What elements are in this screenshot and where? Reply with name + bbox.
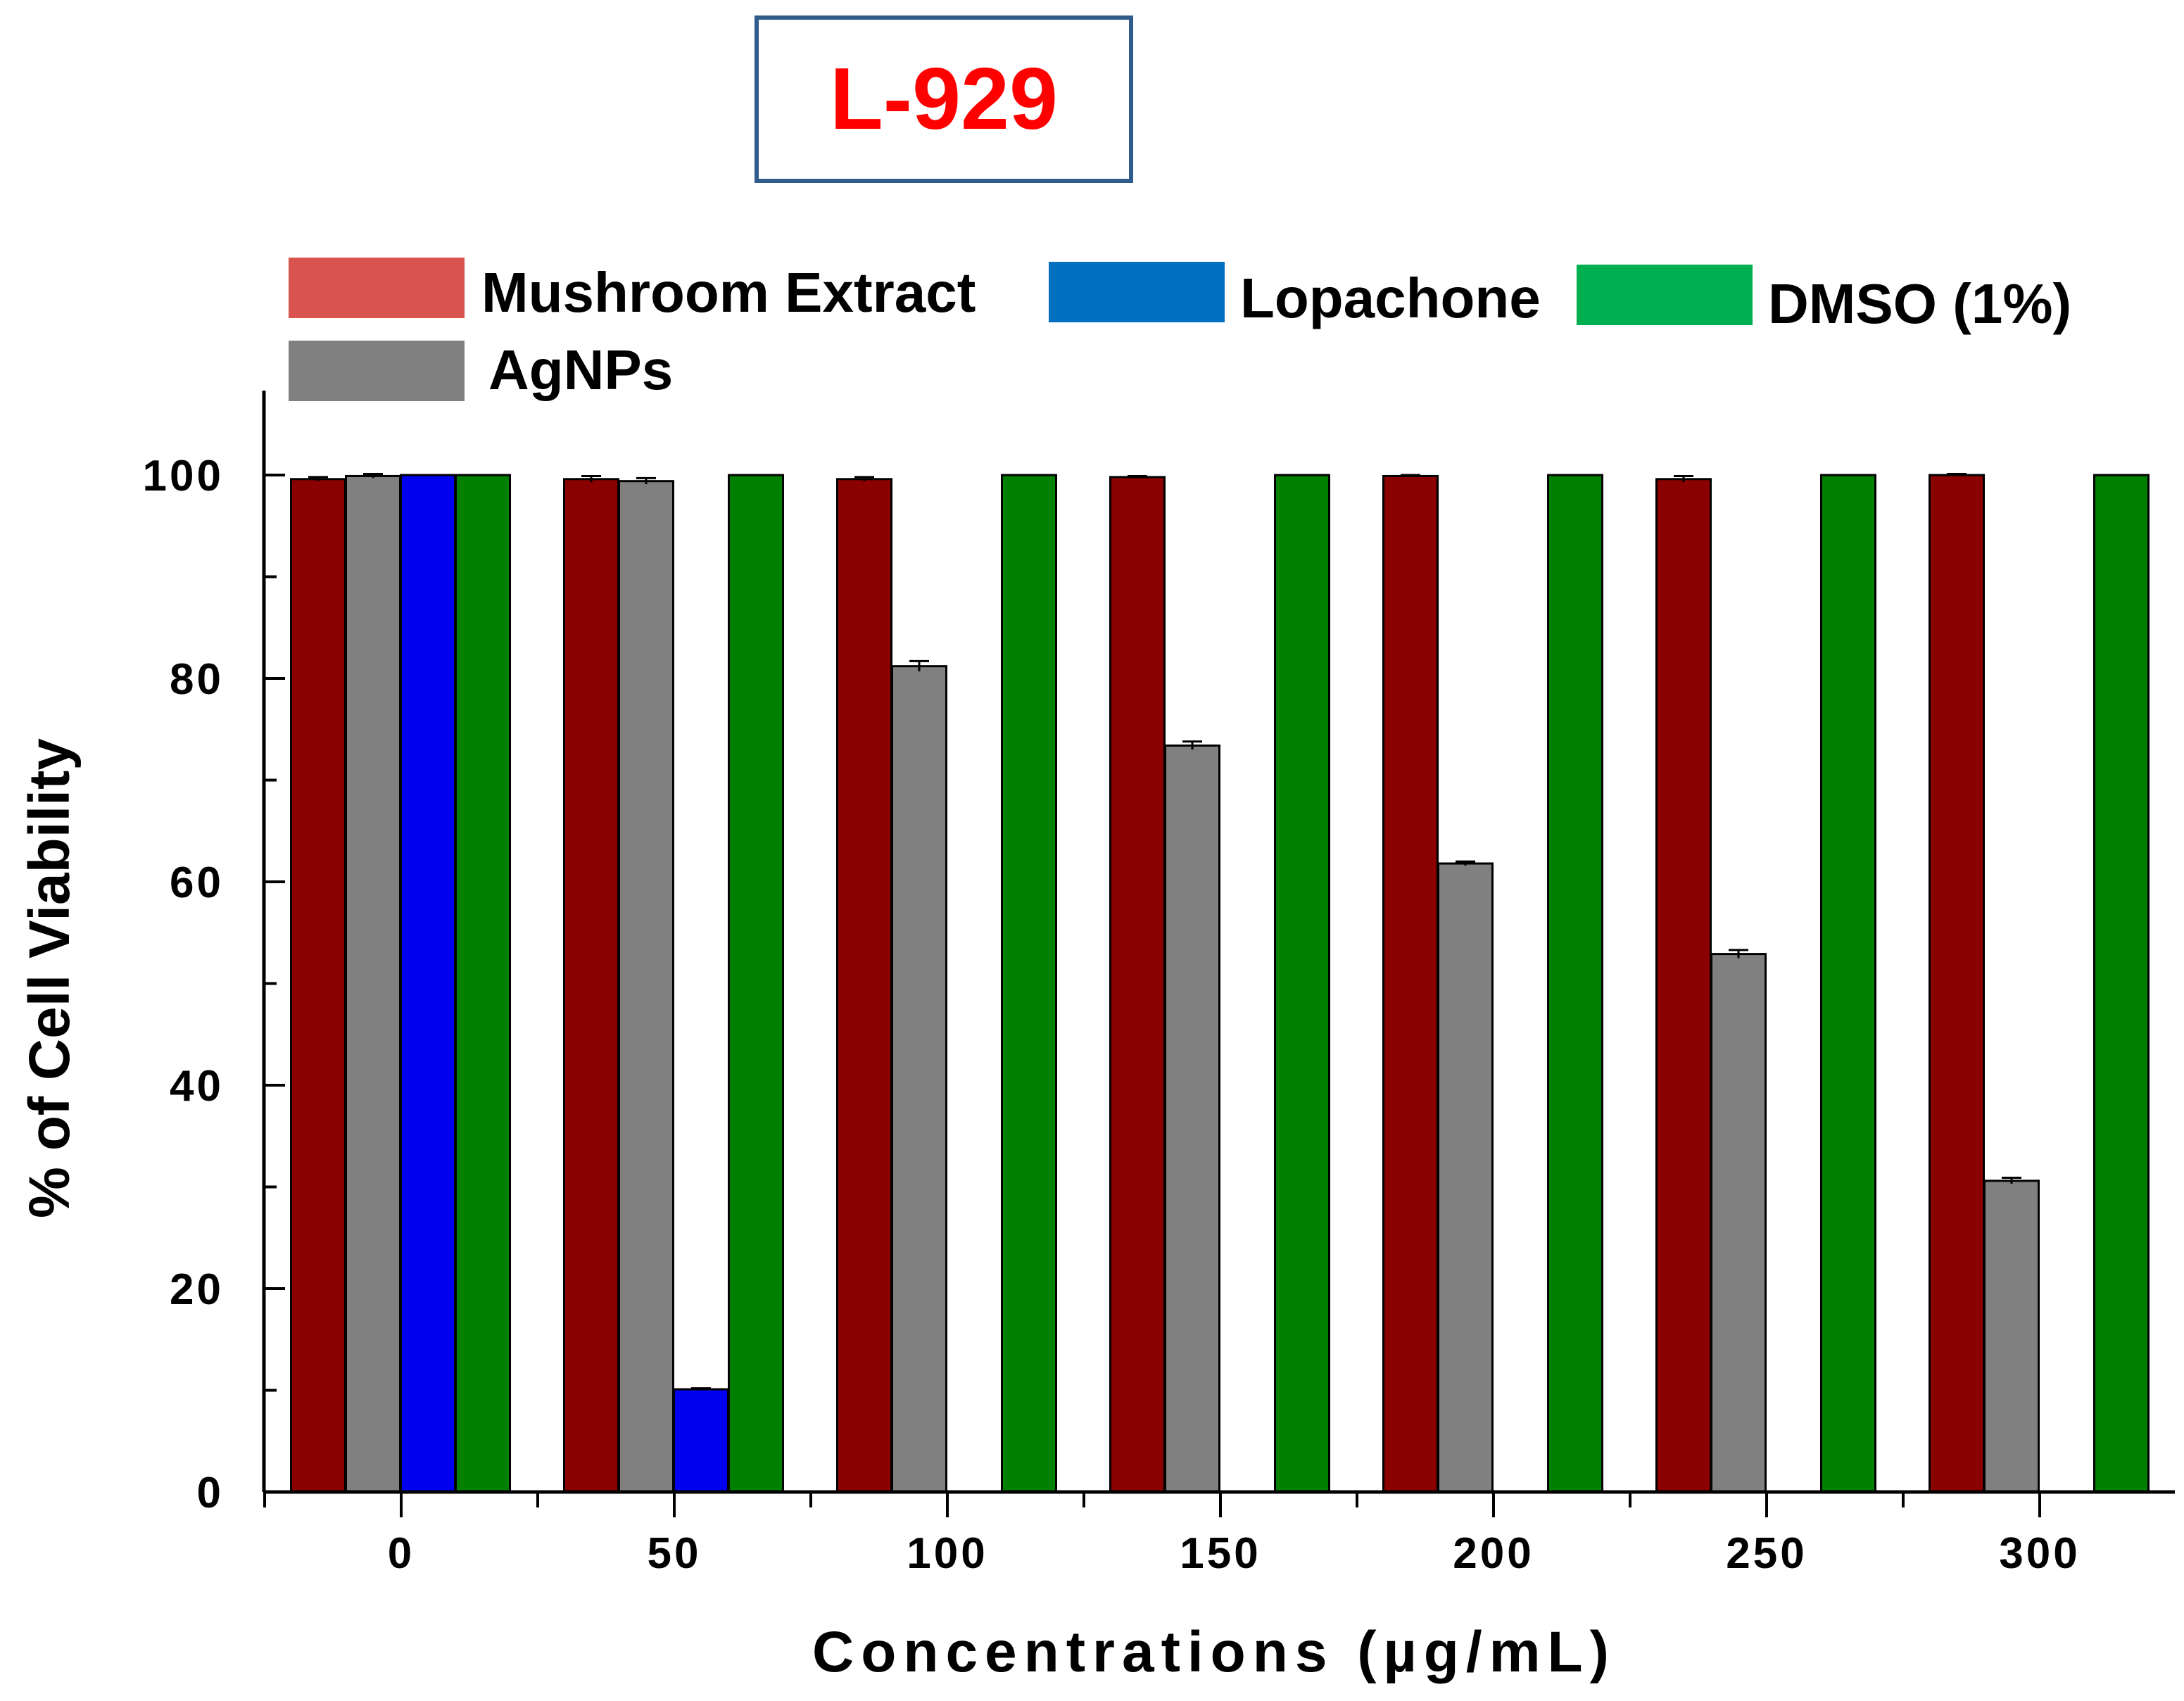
bar-dmso-200 <box>1547 474 1603 1493</box>
error-bar-agnps-200 <box>1456 860 1475 866</box>
bar-mushroom-extract-150 <box>1109 476 1166 1493</box>
error-bar-mushroom-extract-50 <box>581 474 601 483</box>
x-tick-label: 150 <box>1180 1529 1261 1578</box>
x-tick-label: 300 <box>1999 1529 2080 1578</box>
y-ticks: 0 20 40 60 80 100 <box>143 452 285 1517</box>
error-bar-agnps-100 <box>909 659 929 671</box>
error-bar-mushroom-extract-100 <box>854 476 874 481</box>
bar-agnps-300 <box>1983 1180 2040 1493</box>
bar-agnps-100 <box>891 665 947 1493</box>
legend-swatch-dmso <box>1577 265 1753 325</box>
legend-label-lopachone: Lopachone <box>1240 267 1541 329</box>
bar-dmso-50 <box>728 474 784 1493</box>
x-axis-title: Concentrations (µg/mL) <box>812 1620 1616 1684</box>
error-bar-agnps-150 <box>1182 740 1202 750</box>
x-tick-label: 200 <box>1453 1529 1534 1578</box>
legend-label-dmso: DMSO (1%) <box>1768 272 2072 335</box>
error-bar-agnps-250 <box>1729 949 1748 959</box>
bar-dmso-100 <box>1001 474 1057 1493</box>
bar-mushroom-extract-100 <box>836 478 892 1493</box>
legend-swatch-agnps <box>289 341 465 401</box>
legend-swatch-mushroom-extract <box>289 258 465 318</box>
bar-agnps-250 <box>1710 953 1767 1493</box>
bar-agnps-50 <box>618 480 674 1493</box>
y-tick-label: 80 <box>170 655 224 704</box>
y-tick-label: 40 <box>170 1062 224 1111</box>
error-bar-agnps-300 <box>2002 1176 2021 1184</box>
bars-layer <box>290 473 2150 1493</box>
bar-mushroom-extract-50 <box>563 478 619 1493</box>
y-tick-label: 100 <box>143 452 224 500</box>
bar-mushroom-extract-300 <box>1929 474 1985 1493</box>
bar-agnps-200 <box>1437 862 1494 1493</box>
chart-title: L-929 <box>830 51 1058 148</box>
bar-lopachone-0 <box>400 474 456 1493</box>
bar-dmso-0 <box>455 474 511 1493</box>
error-bar-mushroom-extract-150 <box>1128 474 1147 479</box>
bar-agnps-0 <box>345 474 401 1493</box>
x-tick-label: 100 <box>907 1529 987 1578</box>
bar-mushroom-extract-0 <box>290 478 346 1493</box>
x-tick-label: 0 <box>388 1529 415 1578</box>
error-bar-mushroom-extract-0 <box>308 476 328 481</box>
error-bar-mushroom-extract-250 <box>1674 474 1693 483</box>
legend-label-mushroom-extract: Mushroom Extract <box>481 261 976 324</box>
bar-agnps-150 <box>1164 744 1220 1493</box>
error-bar-mushroom-extract-200 <box>1401 474 1420 477</box>
y-axis-title: % of Cell Viability <box>18 738 82 1218</box>
bar-dmso-150 <box>1274 474 1330 1493</box>
bar-lopachone-50 <box>673 1388 729 1493</box>
y-tick-label: 0 <box>197 1469 224 1517</box>
x-tick-label: 250 <box>1726 1529 1807 1578</box>
bar-dmso-300 <box>2093 474 2150 1493</box>
bar-dmso-250 <box>1820 474 1876 1493</box>
bar-mushroom-extract-250 <box>1655 478 1712 1493</box>
y-tick-label: 20 <box>170 1265 224 1314</box>
legend-swatch-lopachone <box>1049 262 1225 322</box>
bar-mushroom-extract-200 <box>1382 474 1439 1493</box>
x-tick-label: 50 <box>648 1529 702 1578</box>
x-ticks: 0 50 100 150 200 250 300 <box>263 1492 2080 1578</box>
error-bar-mushroom-extract-300 <box>1947 473 1967 476</box>
y-tick-label: 60 <box>170 859 224 907</box>
error-bar-agnps-0 <box>363 473 383 479</box>
error-bar-agnps-50 <box>636 476 656 485</box>
chart-title-box: L-929 <box>755 15 1133 183</box>
error-bar-lopachone-50 <box>691 1387 711 1391</box>
legend-label-agnps: AgNPs <box>488 339 674 401</box>
